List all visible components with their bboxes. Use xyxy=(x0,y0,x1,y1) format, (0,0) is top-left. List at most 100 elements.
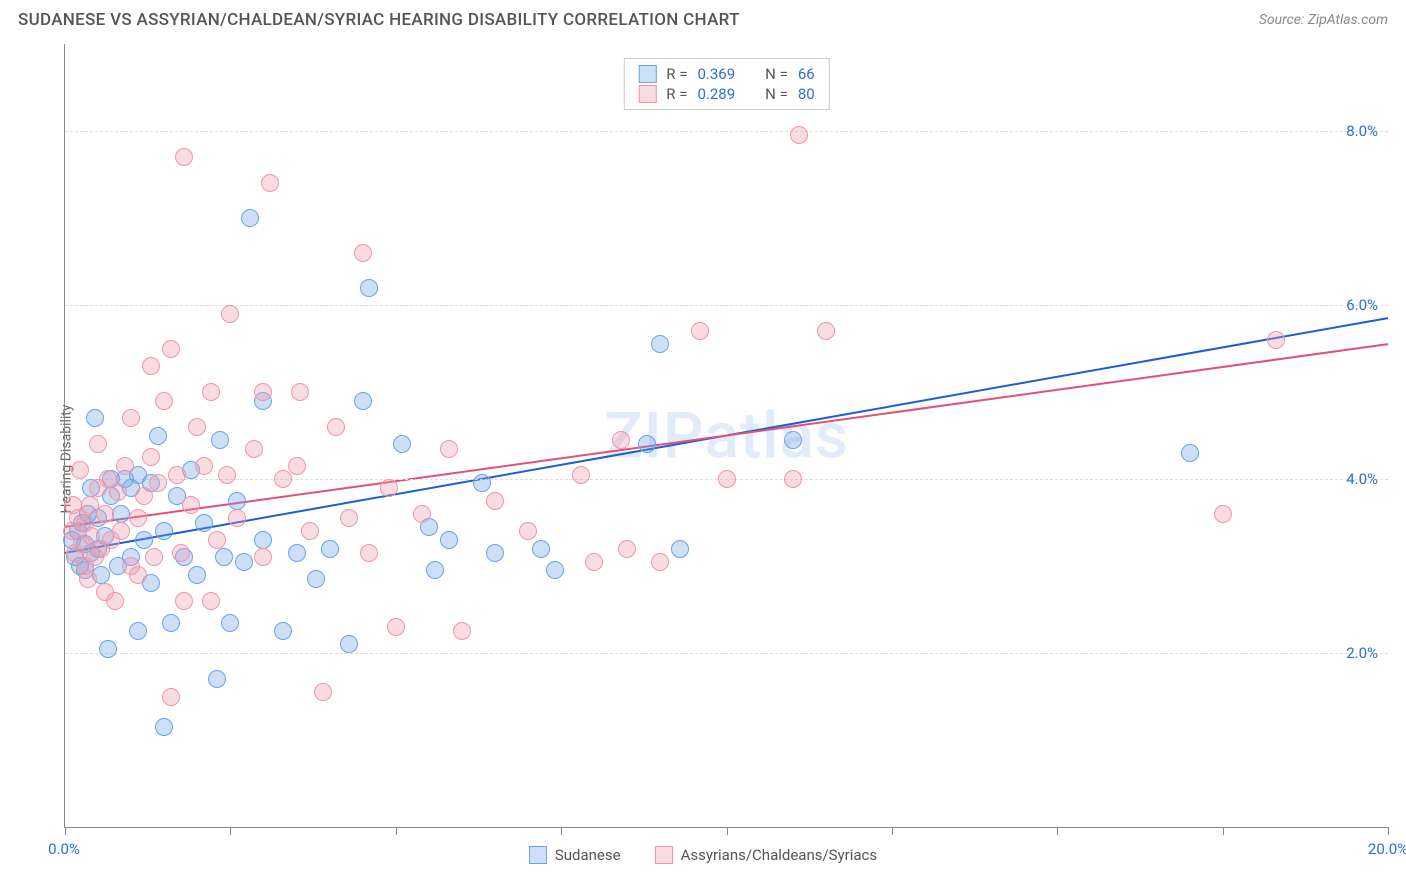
data-point xyxy=(817,322,835,340)
data-point xyxy=(291,383,309,401)
data-point xyxy=(413,505,431,523)
data-point xyxy=(241,209,259,227)
n-label: N = xyxy=(765,65,788,83)
legend-label: Sudanese xyxy=(555,846,621,864)
legend-item: Sudanese xyxy=(529,846,621,864)
correlation-legend: R =0.369N =66R =0.289N =80 xyxy=(623,58,829,110)
data-point xyxy=(784,431,802,449)
data-point xyxy=(188,566,206,584)
data-point xyxy=(245,440,263,458)
data-point xyxy=(175,592,193,610)
data-point xyxy=(360,279,378,297)
data-point xyxy=(79,570,97,588)
series-legend: Sudanese Assyrians/Chaldeans/Syriacs xyxy=(18,836,1388,874)
data-point xyxy=(1181,444,1199,462)
data-point xyxy=(99,640,117,658)
data-point xyxy=(155,718,173,736)
data-point xyxy=(208,531,226,549)
data-point xyxy=(354,244,372,262)
x-tick xyxy=(1057,827,1058,835)
legend-row: R = 0.369 N = 66 xyxy=(638,64,814,84)
data-point xyxy=(188,418,206,436)
y-tick-label: 4.0% xyxy=(1346,470,1378,488)
n-value: 66 xyxy=(798,65,815,83)
trend-line xyxy=(65,318,1388,553)
x-tick xyxy=(396,827,397,835)
data-point xyxy=(261,174,279,192)
data-point xyxy=(612,431,630,449)
data-point xyxy=(142,357,160,375)
data-point xyxy=(314,683,332,701)
data-point xyxy=(651,335,669,353)
r-label: R = xyxy=(666,85,687,103)
gridline xyxy=(65,131,1388,132)
data-point xyxy=(142,448,160,466)
data-point xyxy=(168,466,186,484)
data-point xyxy=(202,383,220,401)
y-tick-label: 2.0% xyxy=(1346,644,1378,662)
data-point xyxy=(228,492,246,510)
y-tick-label: 8.0% xyxy=(1346,122,1378,140)
legend-row: R =0.289N =80 xyxy=(638,84,814,104)
legend-swatch xyxy=(638,65,656,83)
data-point xyxy=(208,670,226,688)
data-point xyxy=(618,540,636,558)
data-point xyxy=(106,592,124,610)
r-label: R = xyxy=(666,65,687,83)
data-point xyxy=(218,466,236,484)
data-point xyxy=(129,566,147,584)
r-value: 0.369 xyxy=(697,65,735,83)
data-point xyxy=(254,548,272,566)
data-point xyxy=(360,544,378,562)
data-point xyxy=(340,635,358,653)
data-point xyxy=(440,440,458,458)
legend-swatch xyxy=(655,846,673,864)
data-point xyxy=(274,622,292,640)
x-tick xyxy=(65,827,66,835)
x-tick xyxy=(727,827,728,835)
x-tick xyxy=(561,827,562,835)
r-value: 0.289 xyxy=(697,85,735,103)
data-point xyxy=(221,614,239,632)
data-point xyxy=(195,514,213,532)
data-point xyxy=(215,548,233,566)
data-point xyxy=(718,470,736,488)
source-label: Source: ZipAtlas.com xyxy=(1259,12,1388,28)
data-point xyxy=(288,544,306,562)
x-tick xyxy=(1223,827,1224,835)
data-point xyxy=(162,340,180,358)
x-tick xyxy=(230,827,231,835)
data-point xyxy=(288,457,306,475)
legend-label: Assyrians/Chaldeans/Syriacs xyxy=(681,846,878,864)
data-point xyxy=(426,561,444,579)
data-point xyxy=(393,435,411,453)
data-point xyxy=(112,505,130,523)
data-point xyxy=(116,457,134,475)
data-point xyxy=(307,570,325,588)
trend-line xyxy=(65,344,1388,527)
data-point xyxy=(254,531,272,549)
data-point xyxy=(145,548,163,566)
data-point xyxy=(129,622,147,640)
data-point xyxy=(202,592,220,610)
n-label: N = xyxy=(765,85,788,103)
data-point xyxy=(228,509,246,527)
data-point xyxy=(486,492,504,510)
data-point xyxy=(235,553,253,571)
data-point xyxy=(162,614,180,632)
data-point xyxy=(387,618,405,636)
data-point xyxy=(671,540,689,558)
data-point xyxy=(585,553,603,571)
data-point xyxy=(453,622,471,640)
x-tick xyxy=(1388,827,1389,835)
plot-area: ZIPatlas R =0.369N =66R =0.289N =80 2.0%… xyxy=(64,44,1388,828)
data-point xyxy=(638,435,656,453)
data-point xyxy=(122,409,140,427)
data-point xyxy=(86,409,104,427)
data-point xyxy=(301,522,319,540)
data-point xyxy=(211,431,229,449)
data-point xyxy=(473,474,491,492)
data-point xyxy=(135,531,153,549)
data-point xyxy=(380,479,398,497)
data-point xyxy=(149,427,167,445)
